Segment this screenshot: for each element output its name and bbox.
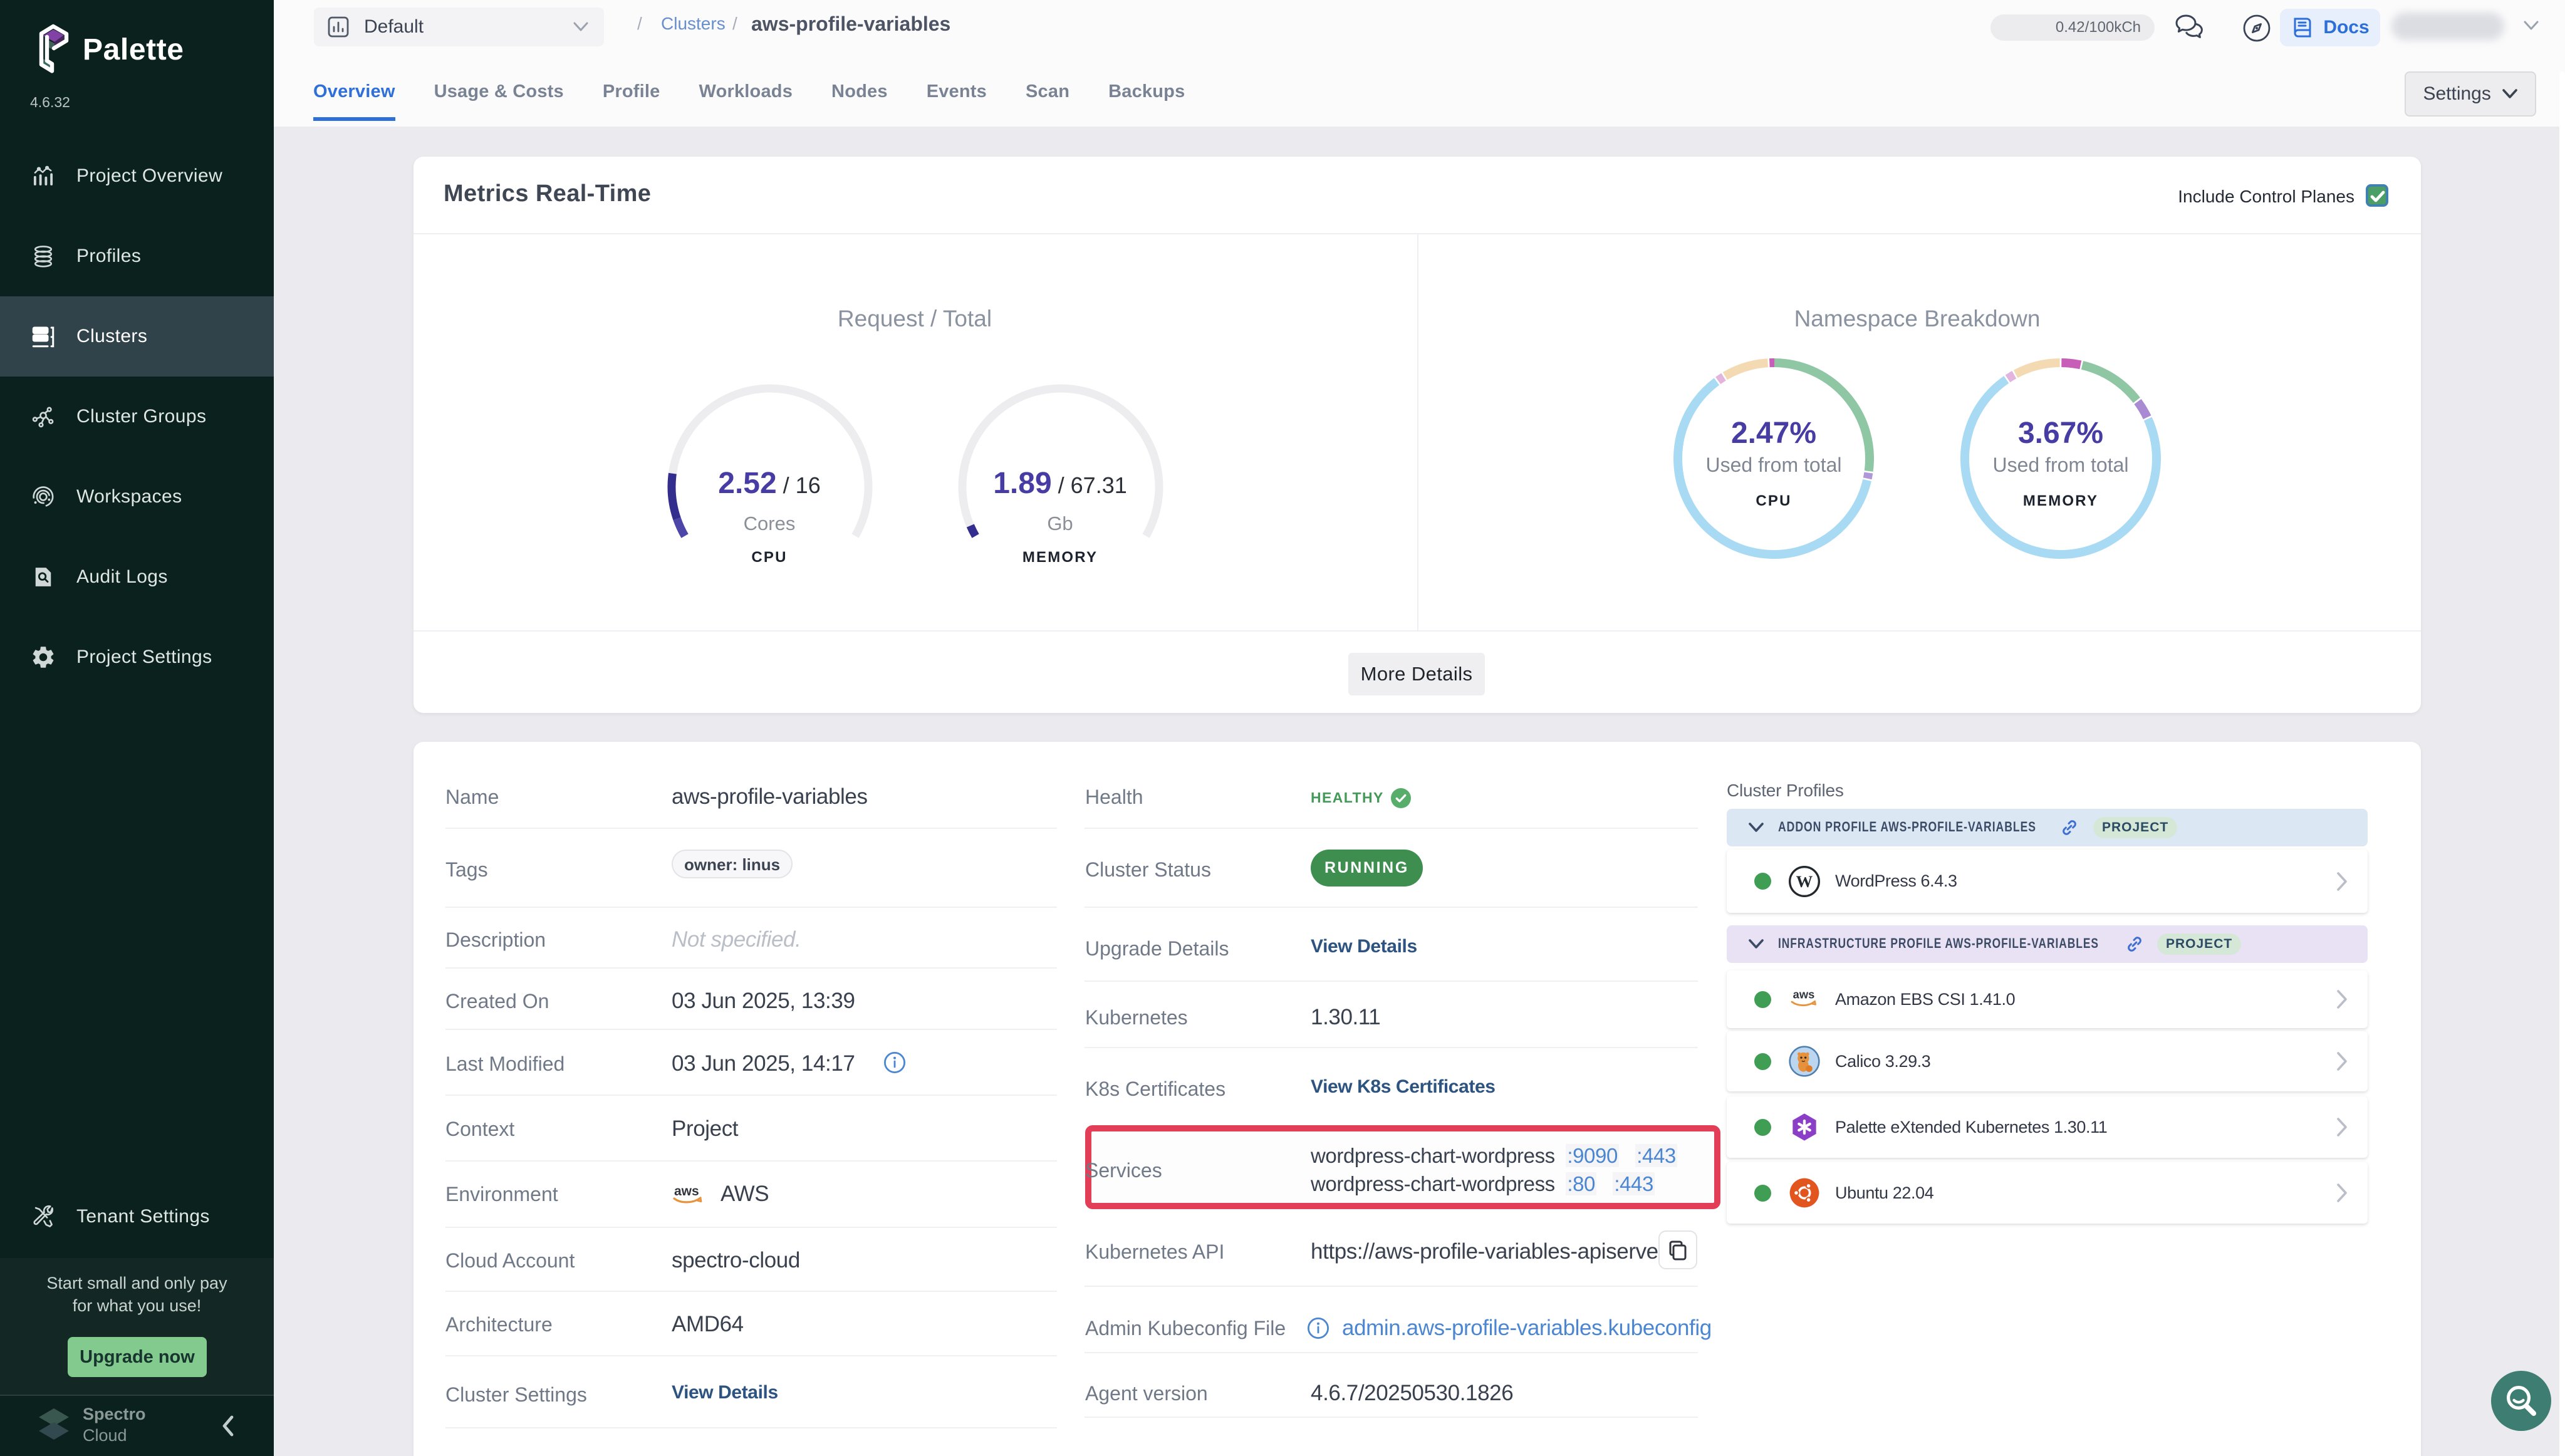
svg-text:aws: aws [674,1184,699,1199]
svg-text:aws: aws [1793,987,1815,1001]
svg-text:W: W [1796,872,1813,891]
